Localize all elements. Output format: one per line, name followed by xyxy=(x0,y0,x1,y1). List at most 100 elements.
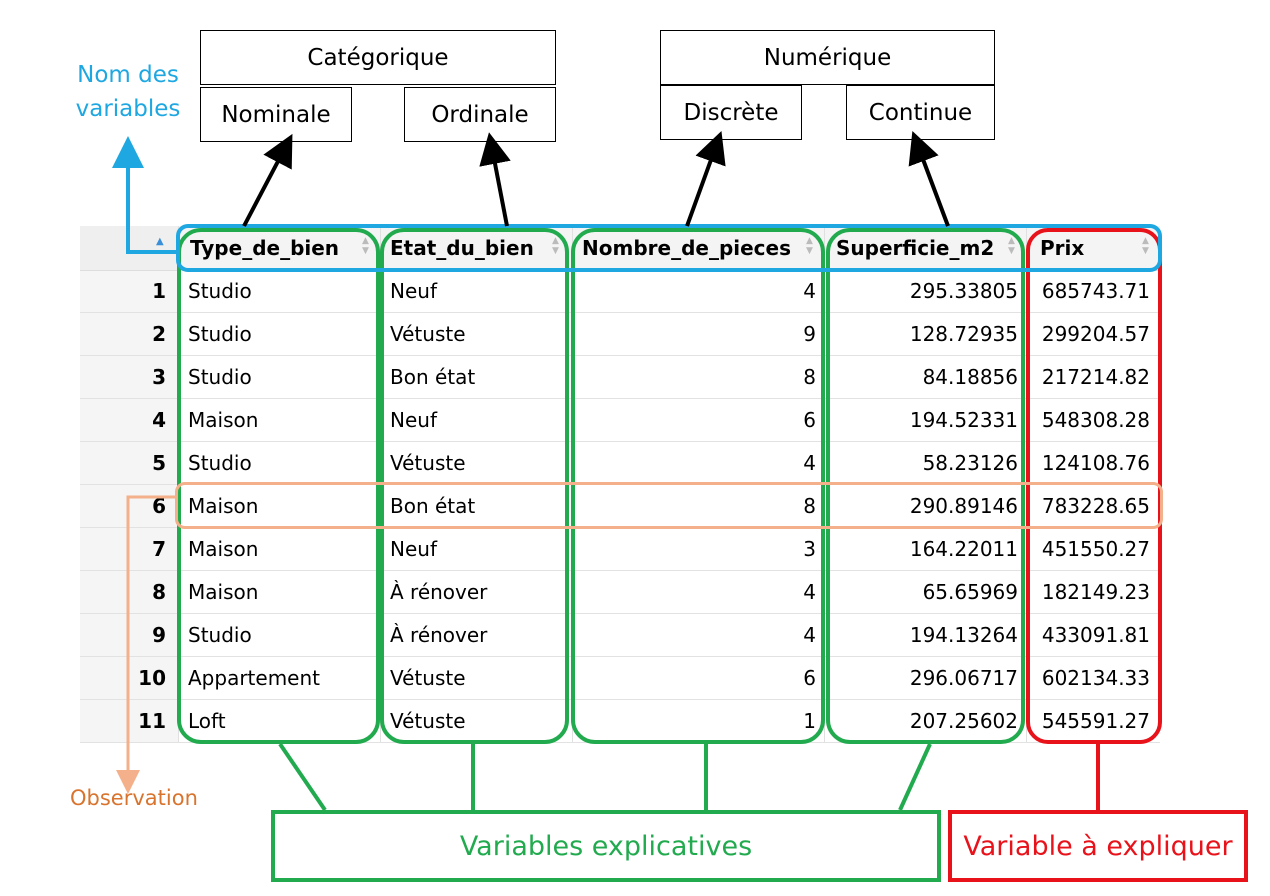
row-divider xyxy=(80,398,1160,399)
cell-prix[interactable]: 602134.33 xyxy=(1041,666,1150,690)
cell-prix[interactable]: 548308.28 xyxy=(1041,408,1150,432)
superficie-group-outline xyxy=(826,228,1025,744)
cell-type-de-bien[interactable]: Studio xyxy=(188,451,252,475)
variable-a-expliquer-label: Variable à expliquer xyxy=(963,830,1233,862)
cell-prix[interactable]: 124108.76 xyxy=(1041,451,1150,475)
cell-type-de-bien[interactable]: Studio xyxy=(188,279,252,303)
cell-nombre-de-pieces[interactable]: 6 xyxy=(803,408,816,432)
row-number: 1 xyxy=(152,279,166,303)
header-etat-du-bien[interactable]: Etat_du_bien xyxy=(390,236,534,260)
row-divider xyxy=(80,656,1160,657)
cell-superficie-m2[interactable]: 296.06717 xyxy=(909,666,1018,690)
cell-superficie-m2[interactable]: 295.33805 xyxy=(909,279,1018,303)
cell-etat-du-bien[interactable]: Vétuste xyxy=(390,322,466,346)
row-number: 6 xyxy=(152,494,166,518)
cell-etat-du-bien[interactable]: Neuf xyxy=(390,537,437,561)
cell-type-de-bien[interactable]: Studio xyxy=(188,623,252,647)
cell-superficie-m2[interactable]: 207.25602 xyxy=(909,709,1018,733)
cell-nombre-de-pieces[interactable]: 4 xyxy=(803,623,816,647)
header-superficie-m2[interactable]: Superficie_m2 xyxy=(836,236,995,260)
cell-superficie-m2[interactable]: 58.23126 xyxy=(922,451,1018,475)
cell-type-de-bien[interactable]: Studio xyxy=(188,322,252,346)
cell-prix[interactable]: 299204.57 xyxy=(1041,322,1150,346)
categorique-label: Catégorique xyxy=(307,44,449,71)
arrow-to-discrete xyxy=(685,130,726,227)
cell-superficie-m2[interactable]: 164.22011 xyxy=(909,537,1018,561)
row-number: 11 xyxy=(138,709,166,733)
variable-names-outline xyxy=(176,224,1162,272)
cell-type-de-bien[interactable]: Maison xyxy=(188,494,259,518)
cell-nombre-de-pieces[interactable]: 8 xyxy=(803,365,816,389)
numerique-box: Numérique xyxy=(660,30,995,85)
arrow-to-continue xyxy=(908,131,950,227)
cell-prix[interactable]: 451550.27 xyxy=(1041,537,1150,561)
row-number: 5 xyxy=(152,451,166,475)
row-divider xyxy=(80,441,1160,442)
green-connector xyxy=(278,742,327,812)
numerique-label: Numérique xyxy=(763,44,892,71)
observation-label: Observation xyxy=(70,786,198,810)
cell-nombre-de-pieces[interactable]: 4 xyxy=(803,580,816,604)
cell-superficie-m2[interactable]: 290.89146 xyxy=(909,494,1018,518)
continue-box: Continue xyxy=(846,85,995,140)
observation-row-outline xyxy=(175,482,1163,529)
sort-up-icon[interactable]: ▲ xyxy=(156,236,164,247)
variables-explicatives-box: Variables explicatives xyxy=(271,810,941,882)
row-divider xyxy=(80,312,1160,313)
row-divider xyxy=(80,570,1160,571)
cell-prix[interactable]: 217214.82 xyxy=(1041,365,1150,389)
cell-etat-du-bien[interactable]: Vétuste xyxy=(390,451,466,475)
cell-superficie-m2[interactable]: 194.13264 xyxy=(909,623,1018,647)
cell-prix[interactable]: 545591.27 xyxy=(1041,709,1150,733)
cell-etat-du-bien[interactable]: À rénover xyxy=(390,580,488,604)
cell-type-de-bien[interactable]: Maison xyxy=(188,408,259,432)
cell-etat-du-bien[interactable]: Neuf xyxy=(390,279,437,303)
cell-type-de-bien[interactable]: Appartement xyxy=(188,666,321,690)
row-number: 3 xyxy=(152,365,166,389)
row-number: 2 xyxy=(152,322,166,346)
arrow-to-ordinale xyxy=(479,132,511,227)
cell-type-de-bien[interactable]: Maison xyxy=(188,537,259,561)
row-number: 9 xyxy=(152,623,166,647)
cell-superficie-m2[interactable]: 194.52331 xyxy=(909,408,1018,432)
table-header-background xyxy=(80,226,1160,271)
row-number: 8 xyxy=(152,580,166,604)
orange-arrow xyxy=(116,495,176,794)
green-connector xyxy=(898,743,932,811)
cell-etat-du-bien[interactable]: Bon état xyxy=(390,494,476,518)
header-type-de-bien[interactable]: Type_de_bien xyxy=(190,236,340,260)
cell-nombre-de-pieces[interactable]: 3 xyxy=(803,537,816,561)
blue-arrow xyxy=(112,136,176,254)
cell-type-de-bien[interactable]: Studio xyxy=(188,365,252,389)
cell-superficie-m2[interactable]: 128.72935 xyxy=(909,322,1018,346)
cell-superficie-m2[interactable]: 84.18856 xyxy=(922,365,1018,389)
cell-prix[interactable]: 182149.23 xyxy=(1041,580,1150,604)
cell-etat-du-bien[interactable]: Neuf xyxy=(390,408,437,432)
cell-type-de-bien[interactable]: Maison xyxy=(188,580,259,604)
nombre-de-pieces-group-outline xyxy=(571,228,825,744)
discrete-label: Discrète xyxy=(683,99,779,126)
cell-superficie-m2[interactable]: 65.65969 xyxy=(922,580,1018,604)
row-number: 4 xyxy=(152,408,166,432)
cell-prix[interactable]: 685743.71 xyxy=(1041,279,1150,303)
continue-label: Continue xyxy=(868,99,973,126)
etat-du-bien-group-outline xyxy=(380,228,569,744)
cell-nombre-de-pieces[interactable]: 6 xyxy=(803,666,816,690)
cell-prix[interactable]: 433091.81 xyxy=(1041,623,1150,647)
cell-nombre-de-pieces[interactable]: 8 xyxy=(803,494,816,518)
cell-etat-du-bien[interactable]: Vétuste xyxy=(390,666,466,690)
cell-prix[interactable]: 783228.65 xyxy=(1041,494,1150,518)
cell-nombre-de-pieces[interactable]: 4 xyxy=(803,451,816,475)
variables-explicatives-label: Variables explicatives xyxy=(459,830,753,862)
cell-nombre-de-pieces[interactable]: 4 xyxy=(803,279,816,303)
nominale-label: Nominale xyxy=(221,101,331,128)
cell-nombre-de-pieces[interactable]: 9 xyxy=(803,322,816,346)
row-divider xyxy=(80,355,1160,356)
header-nombre-de-pieces[interactable]: Nombre_de_pieces xyxy=(582,236,792,260)
discrete-box: Discrète xyxy=(660,85,802,140)
nom-des-variables-label: Nom des variables xyxy=(75,62,181,122)
row-number: 7 xyxy=(152,537,166,561)
cell-etat-du-bien[interactable]: À rénover xyxy=(390,623,488,647)
cell-etat-du-bien[interactable]: Bon état xyxy=(390,365,476,389)
